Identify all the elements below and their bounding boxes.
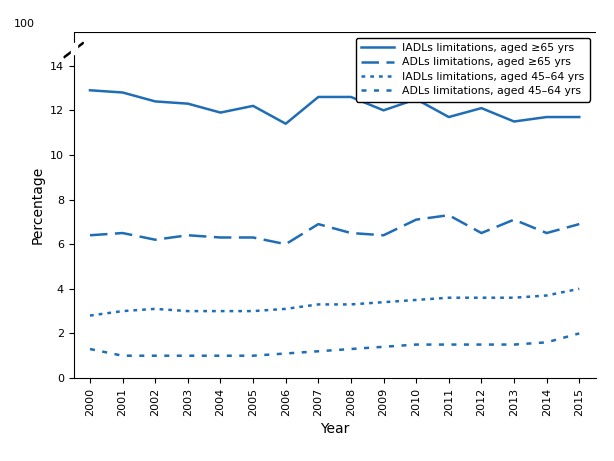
Y-axis label: Percentage: Percentage xyxy=(30,166,44,244)
X-axis label: Year: Year xyxy=(320,421,349,436)
Legend: IADLs limitations, aged ≥65 yrs, ADLs limitations, aged ≥65 yrs, IADLs limitatio: IADLs limitations, aged ≥65 yrs, ADLs li… xyxy=(356,38,590,101)
Text: 100: 100 xyxy=(14,19,35,30)
